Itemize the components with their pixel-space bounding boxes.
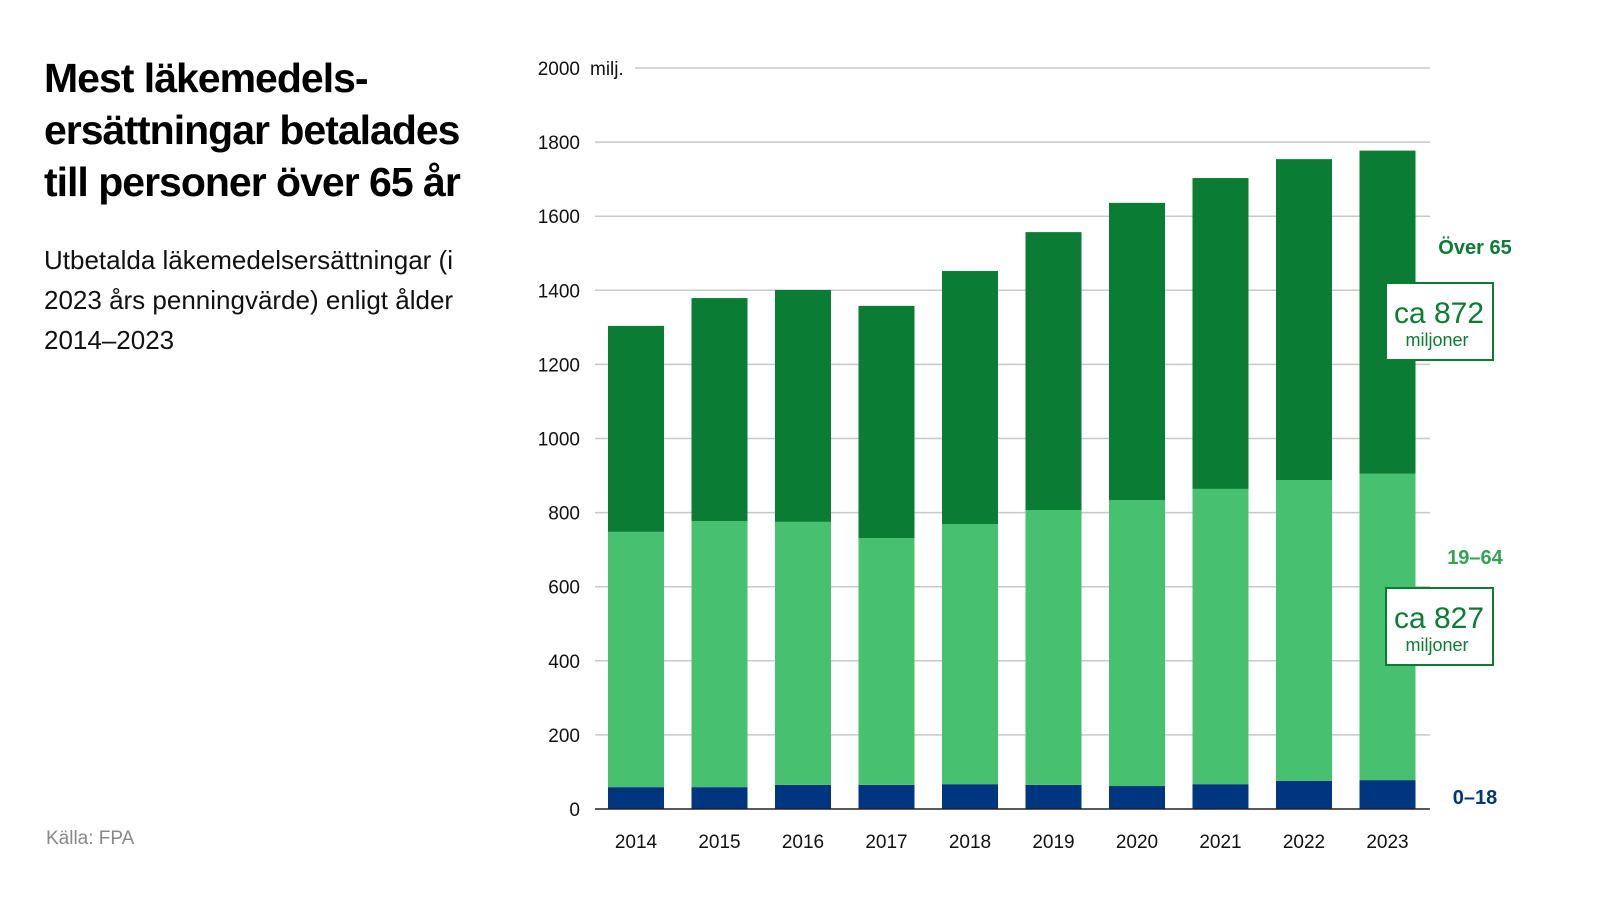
bar-segment <box>1025 510 1082 785</box>
y-tick-label: 1000 <box>538 430 580 451</box>
annotation-box <box>1385 587 1494 666</box>
y-tick-label: 600 <box>548 578 580 599</box>
y-tick-label: 0 <box>569 800 580 821</box>
bar-segment <box>1025 232 1082 511</box>
y-tick-label: 1200 <box>538 355 580 376</box>
bar-segment <box>1192 784 1249 809</box>
y-unit-label: milj. <box>590 59 624 80</box>
bar-segment <box>1359 780 1416 809</box>
annotation-unit: miljoner <box>1405 330 1468 350</box>
x-tick-label: 2016 <box>782 832 824 853</box>
bar-segment <box>608 325 664 532</box>
x-tick-label: 2017 <box>865 832 907 853</box>
bar-segment <box>1025 784 1082 809</box>
bar-segment <box>775 784 831 809</box>
x-tick-label: 2015 <box>698 832 740 853</box>
bar-segment <box>608 531 664 788</box>
bar-segment <box>858 784 915 809</box>
bar-segment <box>691 787 748 809</box>
x-tick-label: 2020 <box>1116 832 1158 853</box>
x-tick-label: 2014 <box>615 832 658 853</box>
y-tick-label: 1800 <box>538 133 580 154</box>
y-tick-label: 400 <box>548 652 580 673</box>
bar-segment <box>858 305 915 539</box>
y-tick-label: 1600 <box>538 207 580 228</box>
bar-segment <box>942 271 998 525</box>
y-tick-label: 2000 <box>538 59 580 80</box>
bar-segment <box>1109 500 1165 787</box>
bar-segment <box>691 298 748 522</box>
series-label: Över 65 <box>1438 236 1511 259</box>
y-tick-label: 200 <box>548 726 580 747</box>
x-tick-label: 2023 <box>1366 832 1408 853</box>
bar-segment <box>775 289 831 522</box>
bar-segment <box>858 538 915 785</box>
chart-title: Mest läkemedels­ersättningar betalades t… <box>44 55 461 205</box>
bar-segment <box>942 784 998 809</box>
x-tick-label: 2021 <box>1199 832 1241 853</box>
series-label: 19–64 <box>1447 547 1503 569</box>
bar-segment <box>775 521 831 785</box>
x-tick-label: 2022 <box>1283 832 1325 853</box>
bar-segment <box>1192 178 1249 489</box>
bar-segment <box>1109 786 1165 809</box>
annotation-unit: miljoner <box>1405 635 1468 655</box>
bar-segment <box>1276 479 1332 781</box>
x-tick-label: 2018 <box>949 832 991 853</box>
bar-segment <box>1109 202 1165 501</box>
annotation-value: ca 827 <box>1394 602 1484 635</box>
source-note: Källa: FPA <box>46 828 135 849</box>
x-tick-label: 2019 <box>1032 832 1074 853</box>
y-tick-label: 800 <box>548 504 580 525</box>
bar-segment <box>1276 780 1332 809</box>
y-tick-label: 1400 <box>538 281 580 302</box>
series-label: 0–18 <box>1453 787 1498 809</box>
annotation-value: ca 872 <box>1394 297 1484 330</box>
bar-segment <box>691 521 748 788</box>
bar-segment <box>942 524 998 785</box>
bar-segment <box>1192 488 1249 785</box>
chart-subtitle: Utbetalda läkemedelsersättningar (i 2023… <box>44 245 454 355</box>
bar-segment <box>1276 159 1332 480</box>
bar-segment <box>608 787 664 809</box>
annotation-box <box>1385 282 1494 361</box>
